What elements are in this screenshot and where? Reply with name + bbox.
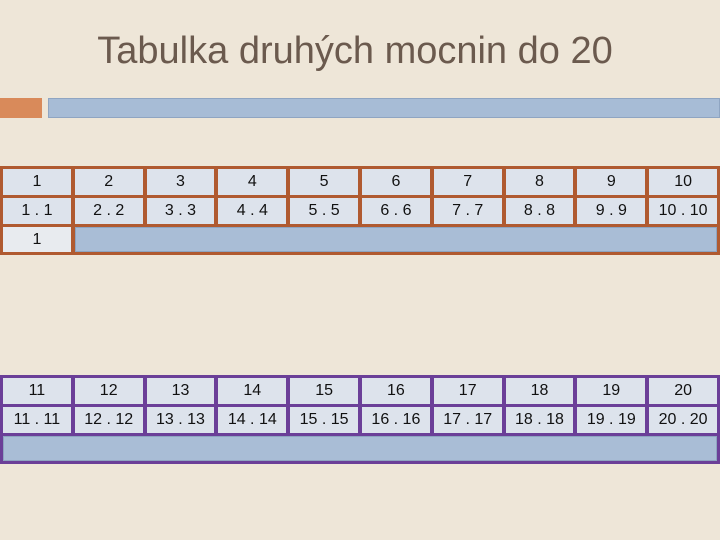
table-cell: 6 <box>362 169 430 195</box>
slide-title: Tabulka druhých mocnin do 20 <box>97 30 613 72</box>
table-cell: 7 . 7 <box>433 198 502 224</box>
table-cell: 3 <box>146 169 215 195</box>
table-cell: 14 . 14 <box>218 407 287 433</box>
table-cell: 2 <box>74 169 143 195</box>
table-cell: 12 <box>74 378 143 404</box>
accent-bar <box>48 98 720 118</box>
table-cell: 16 . 16 <box>362 407 430 433</box>
table-cell: 5 <box>290 169 358 195</box>
table-cell: 15 <box>290 378 358 404</box>
table-cell: 13 . 13 <box>146 407 215 433</box>
table-cell: 6 . 6 <box>362 198 430 224</box>
table-cell: 2 . 2 <box>74 198 143 224</box>
table-cell: 20 <box>649 378 717 404</box>
blank-cell <box>74 227 717 252</box>
table-cell: 8 <box>505 169 574 195</box>
table-cell: 16 <box>362 378 430 404</box>
table-cell: 19 . 19 <box>577 407 646 433</box>
table-cell: 10 <box>649 169 717 195</box>
table-cell: 10 . 10 <box>649 198 717 224</box>
table-cell: 12 . 12 <box>74 407 143 433</box>
table-cell: 7 <box>433 169 502 195</box>
table-cell: 4 <box>218 169 287 195</box>
table-cell: 11 <box>3 378 71 404</box>
table-cell: 18 . 18 <box>505 407 574 433</box>
table-cell: 20 . 20 <box>649 407 717 433</box>
table-cell: 19 <box>577 378 646 404</box>
table-cell: 13 <box>146 378 215 404</box>
table-cell: 5 . 5 <box>290 198 358 224</box>
table-cell: 15 . 15 <box>290 407 358 433</box>
table: 11 12 13 14 15 16 17 18 19 20 11 . 11 12 . 12 13 . 1… <box>0 375 720 464</box>
table-cell: 1 <box>3 169 71 195</box>
table-cell: 17 . 17 <box>433 407 502 433</box>
blank-cell <box>3 436 717 461</box>
table-cell: 9 <box>577 169 646 195</box>
table-cell: 1 . 1 <box>3 198 71 224</box>
table-cell: 17 <box>433 378 502 404</box>
table-cell: 11 . 11 <box>3 407 71 433</box>
table-cell: 1 <box>3 227 71 252</box>
table-cell: 9 . 9 <box>577 198 646 224</box>
table-cell: 18 <box>505 378 574 404</box>
accent-bar <box>0 98 42 118</box>
table-cell: 4 . 4 <box>218 198 287 224</box>
table-cell: 14 <box>218 378 287 404</box>
table-cell: 8 . 8 <box>505 198 574 224</box>
table-cell: 3 . 3 <box>146 198 215 224</box>
